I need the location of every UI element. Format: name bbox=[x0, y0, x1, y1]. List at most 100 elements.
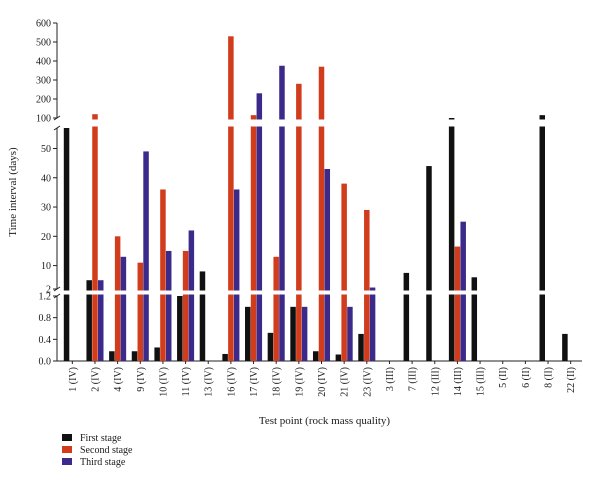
x-tick-label: 21 (IV) bbox=[340, 367, 351, 397]
bar-first-stage bbox=[63, 128, 70, 361]
bar-first-stage bbox=[177, 296, 183, 361]
break-gap bbox=[152, 290, 174, 295]
bar-first-stage bbox=[358, 333, 364, 361]
legend-label: Third stage bbox=[80, 457, 126, 468]
y-tick-label: 500 bbox=[36, 38, 51, 49]
bar-first-stage bbox=[245, 306, 251, 361]
x-tick-label: 16 (IV) bbox=[226, 367, 237, 397]
x-tick-label: 6 (II) bbox=[521, 367, 532, 388]
break-gap bbox=[492, 119, 514, 127]
break-gap bbox=[447, 290, 468, 295]
y-tick-label: 300 bbox=[36, 76, 51, 87]
bar-third-stage bbox=[256, 93, 263, 362]
bar-first-stage bbox=[290, 306, 296, 361]
bar-second-stage bbox=[296, 83, 302, 362]
bar-second-stage bbox=[318, 66, 325, 361]
break-gap bbox=[84, 119, 106, 127]
break-gap bbox=[175, 290, 196, 295]
bar-first-stage bbox=[403, 272, 410, 361]
break-gap bbox=[288, 119, 310, 127]
y-tick-label: 0.8 bbox=[39, 313, 52, 324]
break-gap bbox=[243, 290, 264, 295]
break-gap bbox=[424, 290, 446, 295]
y-tick-label: 2 bbox=[46, 285, 51, 296]
break-gap bbox=[152, 119, 174, 127]
break-gap bbox=[492, 290, 514, 295]
bar-second-stage bbox=[228, 36, 234, 362]
y-tick-label: 200 bbox=[36, 95, 51, 106]
break-gap bbox=[401, 119, 423, 127]
y-tick-label: 40 bbox=[41, 173, 51, 184]
y-tick-label: 0.0 bbox=[39, 357, 52, 368]
bar-first-stage bbox=[267, 332, 274, 361]
break-gap bbox=[197, 119, 219, 127]
break-gap bbox=[107, 119, 128, 127]
axis-break-mark bbox=[53, 293, 61, 299]
axis-break-mark bbox=[53, 286, 61, 292]
break-gap bbox=[401, 290, 423, 295]
break-gap bbox=[424, 119, 446, 127]
x-tick-label: 1 (IV) bbox=[68, 367, 79, 392]
x-tick-label: 23 (IV) bbox=[362, 367, 373, 397]
bar-first-stage bbox=[154, 347, 160, 361]
break-gap bbox=[175, 119, 196, 127]
y-tick-label: 30 bbox=[41, 203, 51, 214]
x-tick-label: 7 (III) bbox=[408, 367, 419, 391]
x-tick-label: 10 (IV) bbox=[158, 367, 169, 397]
x-tick-label: 22 (II) bbox=[566, 367, 577, 393]
break-gap bbox=[197, 290, 219, 295]
x-tick-label: 9 (IV) bbox=[136, 367, 147, 392]
break-gap bbox=[265, 290, 287, 295]
break-gap bbox=[311, 290, 332, 295]
break-gap bbox=[62, 290, 83, 295]
bar-first-stage bbox=[562, 333, 568, 361]
bar-second-stage bbox=[92, 114, 98, 361]
bar-second-stage bbox=[250, 115, 257, 362]
break-gap bbox=[469, 119, 491, 127]
bar-second-stage bbox=[182, 250, 189, 361]
break-gap bbox=[265, 119, 287, 127]
x-tick-label: 3 (III) bbox=[385, 367, 396, 391]
x-tick-label: 11 (IV) bbox=[181, 367, 192, 396]
break-gap bbox=[379, 290, 400, 295]
bar-second-stage bbox=[364, 209, 370, 361]
break-gap bbox=[447, 119, 468, 127]
break-gap bbox=[129, 290, 151, 295]
y-tick-label: 100 bbox=[36, 114, 51, 125]
y-tick-label: 600 bbox=[36, 19, 51, 30]
legend-swatch bbox=[62, 458, 72, 465]
x-tick-label: 12 (III) bbox=[430, 367, 441, 396]
break-gap bbox=[560, 119, 581, 127]
break-gap bbox=[333, 290, 355, 295]
bar-third-stage bbox=[369, 287, 376, 361]
x-tick-label: 19 (IV) bbox=[294, 367, 305, 397]
x-tick-label: 14 (III) bbox=[453, 367, 464, 396]
bar-first-stage bbox=[222, 353, 228, 361]
legend-swatch bbox=[62, 446, 72, 453]
bar-third-stage bbox=[347, 306, 353, 361]
bar-first-stage bbox=[539, 115, 545, 362]
bar-third-stage bbox=[188, 230, 195, 361]
bar-third-stage bbox=[324, 168, 331, 361]
axis-break-mark bbox=[53, 125, 61, 131]
break-gap bbox=[243, 119, 264, 127]
bar-first-stage bbox=[335, 354, 342, 361]
break-gap bbox=[84, 290, 106, 295]
bar-third-stage bbox=[120, 256, 127, 361]
bar-second-stage bbox=[341, 183, 347, 361]
break-gap bbox=[469, 290, 491, 295]
x-tick-label: 2 (IV) bbox=[90, 367, 101, 392]
y-tick-label: 1.2 bbox=[39, 292, 52, 303]
y-tick-label: 0.4 bbox=[39, 335, 52, 346]
x-tick-label: 5 (II) bbox=[498, 367, 509, 388]
bar-second-stage bbox=[160, 189, 166, 361]
axis-break-mark bbox=[53, 115, 61, 121]
bar-third-stage bbox=[233, 189, 240, 361]
bar-first-stage bbox=[199, 271, 206, 361]
break-gap bbox=[333, 119, 355, 127]
bar-second-stage bbox=[114, 236, 121, 361]
bar-second-stage bbox=[137, 262, 144, 361]
break-gap bbox=[220, 119, 242, 127]
y-tick-label: 400 bbox=[36, 57, 51, 68]
